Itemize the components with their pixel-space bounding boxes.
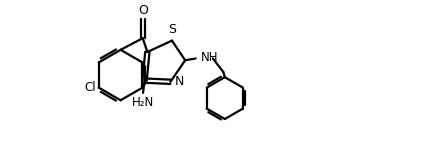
Text: NH: NH [201,51,219,64]
Text: N: N [175,75,184,88]
Text: S: S [168,23,176,36]
Text: O: O [138,4,148,17]
Text: H₂N: H₂N [132,96,154,109]
Text: Cl: Cl [85,81,96,94]
